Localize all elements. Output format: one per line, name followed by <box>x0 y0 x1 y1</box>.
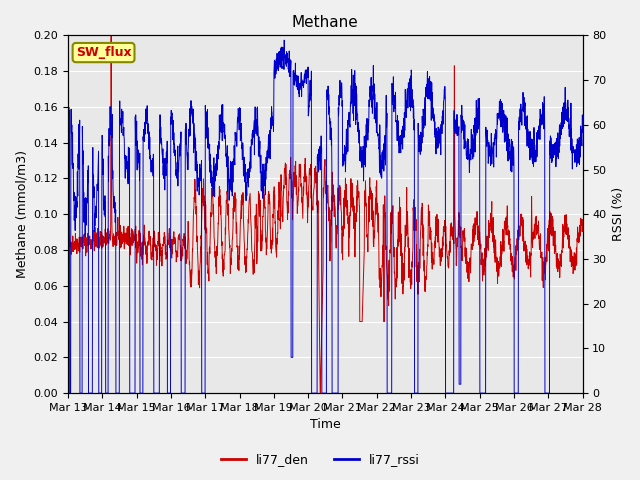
Title: Methane: Methane <box>292 15 358 30</box>
Legend: li77_den, li77_rssi: li77_den, li77_rssi <box>216 448 424 471</box>
Text: SW_flux: SW_flux <box>76 46 131 59</box>
Y-axis label: Methane (mmol/m3): Methane (mmol/m3) <box>15 150 28 278</box>
X-axis label: Time: Time <box>310 419 340 432</box>
Y-axis label: RSSI (%): RSSI (%) <box>612 187 625 241</box>
